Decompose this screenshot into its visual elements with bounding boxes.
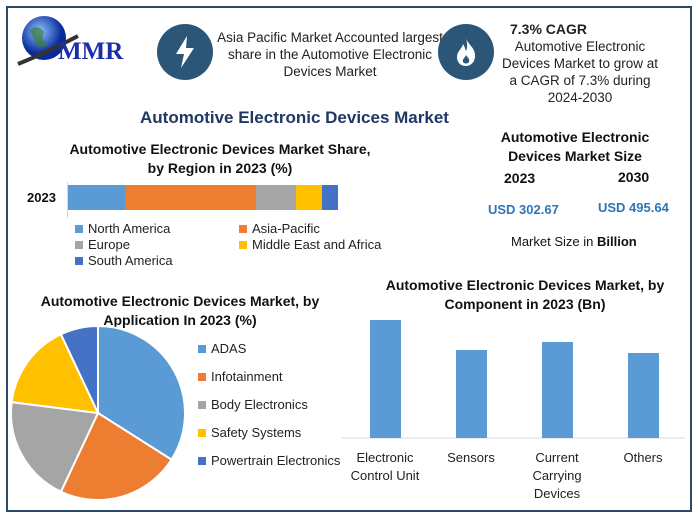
- region-segment-north-america: [68, 185, 125, 210]
- bar-sensors: [456, 350, 487, 438]
- region-category-label: 2023: [27, 190, 56, 205]
- component-chart-title: Automotive Electronic Devices Market, by…: [385, 277, 665, 312]
- legend-item: Body Electronics: [198, 397, 340, 412]
- legend-item: South America: [75, 253, 239, 268]
- legend-item: North America: [75, 221, 239, 236]
- legend-swatch: [198, 372, 206, 381]
- legend-label: ADAS: [211, 341, 247, 356]
- legend-swatch: [198, 428, 206, 437]
- legend-label: Asia-Pacific: [252, 221, 320, 236]
- note-unit: Billion: [596, 234, 637, 249]
- flame-icon: [438, 24, 494, 80]
- legend-label: Middle East and Africa: [252, 237, 382, 252]
- region-segment-europe: [255, 185, 297, 210]
- market-size-note: Market Size in Billion: [511, 234, 637, 249]
- legend-item: ADAS: [198, 341, 340, 356]
- legend-label: Body Electronics: [211, 397, 308, 412]
- region-chart-title: Automotive Electronic Devices Market Sha…: [69, 141, 371, 176]
- cagr-title: 7.3% CAGR: [510, 21, 588, 37]
- application-legend: ADAS Infotainment Body Electronics Safety S…: [198, 341, 340, 468]
- legend-label: Safety Systems: [211, 425, 302, 440]
- market-size-year-2023: 2023: [504, 170, 536, 186]
- market-size-value-2023: USD 302.67: [488, 202, 559, 217]
- market-size-value-2030: USD 495.64: [598, 200, 669, 215]
- bar-electronic-control-unit: [370, 320, 401, 438]
- x-tick-label: Current Carrying Devices: [532, 450, 582, 501]
- legend-item: Safety Systems: [198, 425, 340, 440]
- mmr-logo: MMR: [14, 12, 144, 72]
- legend-item: Middle East and Africa: [239, 237, 399, 252]
- lightning-icon: [157, 24, 213, 80]
- legend-label: South America: [88, 253, 173, 268]
- pie-slice-powertrain-electronics: [59, 324, 99, 414]
- legend-swatch: [75, 224, 83, 233]
- legend-item: Asia-Pacific: [239, 221, 399, 236]
- infographic-frame: [6, 6, 692, 512]
- bar-current-carrying-devices: [542, 342, 573, 438]
- application-pie-chart: [10, 324, 186, 501]
- legend-label: Infotainment: [211, 369, 283, 384]
- component-bar-chart: [342, 320, 685, 439]
- application-chart-title: Automotive Electronic Devices Market, by…: [40, 293, 320, 328]
- market-size-title: Automotive Electronic Devices Market Siz…: [500, 129, 650, 164]
- legend-swatch: [198, 456, 206, 465]
- legend-item: Powertrain Electronics: [198, 453, 340, 468]
- logo-text: MMR: [58, 38, 124, 65]
- region-segment-middle-east-and-africa: [296, 185, 322, 210]
- legend-swatch: [75, 240, 83, 249]
- pie-slice-body-electronics: [10, 400, 100, 494]
- region-legend: North America Asia-Pacific Europe Middle Ea…: [75, 221, 395, 268]
- x-tick-label: Sensors: [447, 450, 495, 465]
- legend-swatch: [198, 344, 206, 353]
- x-tick-label: Others: [623, 450, 663, 465]
- region-axis: [67, 182, 68, 218]
- note-prefix: Market Size in: [511, 234, 597, 249]
- legend-swatch: [239, 224, 247, 233]
- x-tick-label: Electronic Control Unit: [350, 450, 420, 483]
- globe-icon: [17, 16, 79, 66]
- legend-item: Infotainment: [198, 369, 340, 384]
- legend-label: Powertrain Electronics: [211, 453, 341, 468]
- market-size-year-2030: 2030: [618, 169, 650, 185]
- region-segment-south-america: [321, 185, 338, 210]
- region-segment-asia-pacific: [124, 185, 256, 210]
- cagr-text: Automotive Electronic Devices Market to …: [501, 39, 659, 105]
- component-x-labels: Electronic Control Unit Sensors Current Ca…: [345, 449, 685, 509]
- legend-label: Europe: [88, 237, 130, 252]
- pie-slice-safety-systems: [10, 332, 100, 415]
- legend-swatch: [198, 400, 206, 409]
- legend-swatch: [75, 256, 83, 265]
- main-title: Automotive Electronic Devices Market: [140, 108, 449, 127]
- highlight-asia-pacific: Asia Pacific Market Accounted largest sh…: [217, 30, 443, 79]
- bar-others: [628, 353, 659, 438]
- legend-item: Europe: [75, 237, 239, 252]
- legend-swatch: [239, 240, 247, 249]
- region-stacked-bar: [68, 185, 338, 210]
- legend-label: North America: [88, 221, 171, 236]
